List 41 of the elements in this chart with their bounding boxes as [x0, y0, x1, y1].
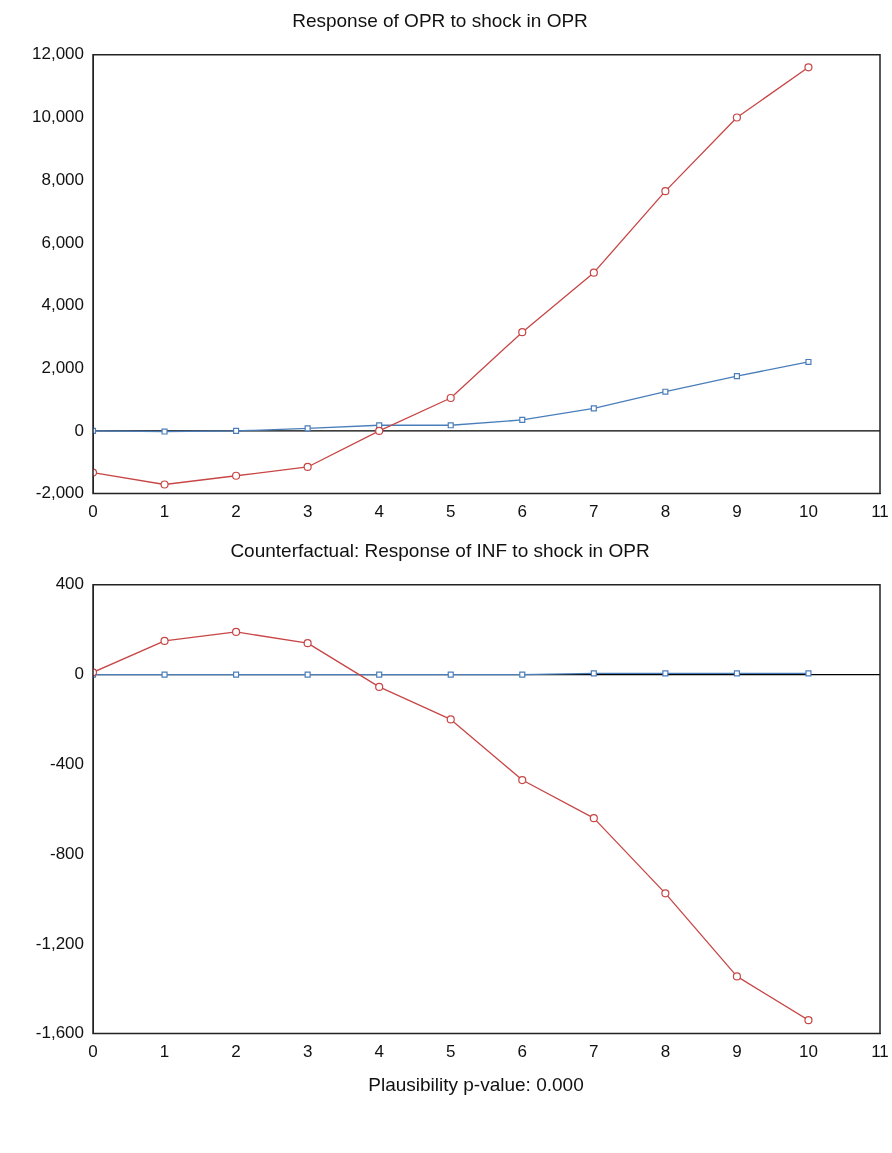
chart-title: Counterfactual: Response of INF to shock in OPR	[230, 539, 650, 561]
y-tick-label: 12,000	[32, 44, 84, 64]
x-tick-label: 8	[660, 1042, 671, 1062]
x-tick-label: 9	[732, 502, 742, 522]
x-tick-label: 6	[517, 1042, 528, 1062]
x-tick-label: 10	[798, 1042, 818, 1062]
x-tick-label: 2	[231, 502, 241, 522]
x-tick-label: 4	[374, 1042, 384, 1062]
y-tick-label: 6,000	[41, 232, 84, 252]
y-tick-label: 0	[74, 420, 84, 440]
text: Plausibility p-value: 0.000	[367, 1074, 585, 1096]
y-tick-label: 10,000	[32, 107, 84, 127]
x-tick-label: 0	[88, 1042, 98, 1062]
x-tick-label: 8	[660, 502, 671, 522]
x-tick-label: 2	[231, 1042, 241, 1062]
x-tick-label: 10	[798, 502, 818, 522]
y-tick-label: 8,000	[41, 169, 84, 189]
x-tick-label: 4	[374, 502, 384, 522]
x-tick-label: 1	[159, 502, 170, 522]
x-tick-label: 5	[445, 502, 456, 522]
y-tick-label: 0	[74, 664, 84, 684]
x-tick-label: 5	[445, 1042, 456, 1062]
y-tick-label: -1,200	[35, 933, 84, 953]
y-tick-label: 400	[55, 574, 84, 594]
x-tick-label: 0	[88, 502, 98, 522]
y-tick-label: 2,000	[41, 357, 84, 377]
x-tick-label: 1	[159, 1042, 170, 1062]
y-tick-label: -800	[49, 843, 84, 863]
x-tick-label: 7	[589, 1042, 599, 1062]
x-tick-label: 7	[589, 502, 599, 522]
x-tick-label: 6	[517, 502, 528, 522]
x-tick-label: 11	[871, 1042, 889, 1062]
x-tick-label: 9	[732, 1042, 742, 1062]
y-tick-label: 4,000	[41, 295, 84, 315]
x-tick-label: 3	[302, 502, 313, 522]
x-tick-label: 3	[302, 1042, 313, 1062]
chart-title: Response of OPR to shock in OPR	[292, 9, 588, 31]
y-tick-label: -1,600	[35, 1023, 84, 1043]
x-tick-label: 11	[871, 502, 889, 522]
y-tick-label: -400	[49, 754, 84, 774]
y-tick-label: -2,000	[35, 483, 84, 503]
